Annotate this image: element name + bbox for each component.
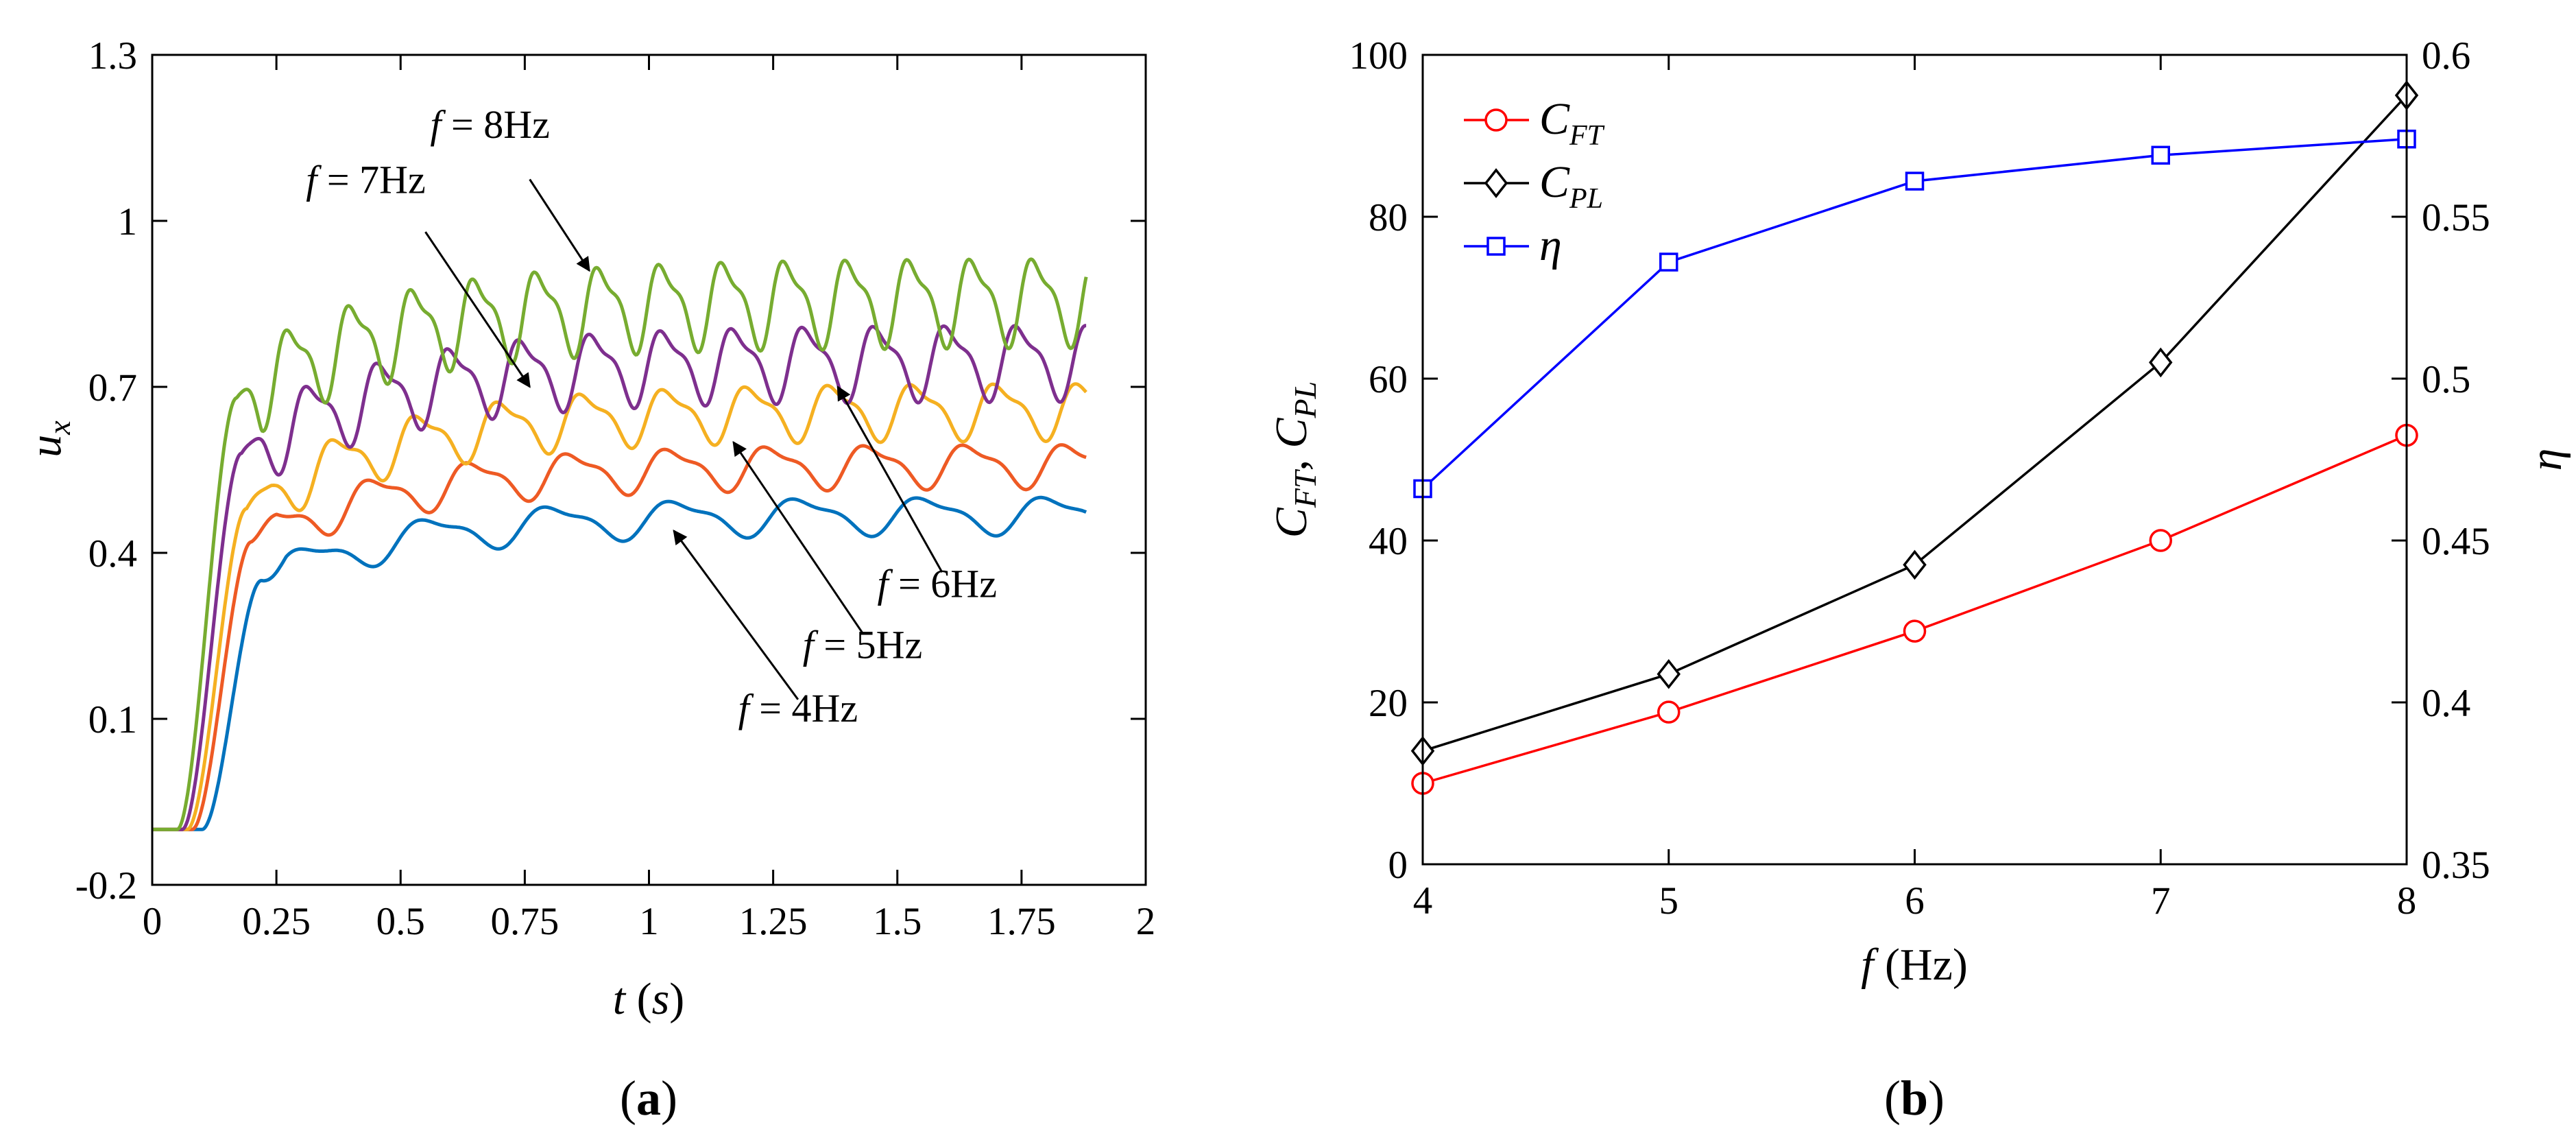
legend-marker <box>1486 237 1506 256</box>
legend-marker <box>1484 168 1508 198</box>
chart-a-ytick-label: 1 <box>118 200 138 244</box>
chart-a-ytick-label: 0.1 <box>88 698 137 741</box>
chart-a-annotation-label: f = 7Hz <box>306 158 425 202</box>
chart-a-annotation-arrow <box>673 530 799 700</box>
chart-b-data-point <box>1659 252 1678 272</box>
chart-a-xtick-label: 1.75 <box>987 900 1056 943</box>
chart-a-xtick-label: 1 <box>639 900 659 943</box>
chart-b-ytick-left-label: 60 <box>1369 358 1408 401</box>
chart-a-xtick-label: 0.75 <box>491 900 559 943</box>
chart-b-xtick-label: 7 <box>2151 879 2171 923</box>
chart-a-xtick-label: 0.5 <box>376 900 425 943</box>
chart-b-data-point <box>2149 347 2173 378</box>
chart-b-xtick-label: 5 <box>1659 879 1679 923</box>
chart-b-ytick-right-label: 0.6 <box>2422 34 2470 78</box>
chart-a-ylabel: ux <box>21 420 77 458</box>
chart-b-ylabel-right: η <box>2521 449 2571 471</box>
chart-a-annotation-arrow <box>732 440 864 634</box>
chart-b-ytick-left-label: 100 <box>1349 34 1408 78</box>
chart-b-ytick-right-label: 0.4 <box>2422 682 2470 725</box>
chart-a-annotation-arrow <box>424 231 531 388</box>
chart-b-series-group <box>1410 80 2419 795</box>
chart-b-ytick-left-label: 80 <box>1369 196 1408 239</box>
chart-b-data-point <box>1903 549 1927 580</box>
chart-a-plot-area <box>152 55 1146 885</box>
chart-a-ytick-label: 0.4 <box>88 532 137 575</box>
chart-b-xtick-label: 4 <box>1413 879 1433 923</box>
chart-a-ytick-label: -0.2 <box>75 864 137 907</box>
chart-b-data-point <box>1657 658 1681 689</box>
chart-a: 0 0.25 0.5 0.75 1 1.25 1.5 1.75 2 -0.2 0.1 0.4 0.7 1 1… <box>21 34 1155 1126</box>
chart-a-xtick-label: 2 <box>1136 900 1156 943</box>
chart-a-annotation-label: f = 6Hz <box>877 562 996 606</box>
chart-a-annotation-arrow <box>836 385 943 573</box>
chart-b-ytick-right-label: 0.35 <box>2422 844 2490 887</box>
chart-a-series-line <box>152 324 1087 831</box>
chart-a-series-line <box>152 443 1087 831</box>
chart-b-ytick-left-label: 0 <box>1388 844 1408 887</box>
chart-b-ytick-left-label: 40 <box>1369 520 1408 563</box>
chart-b-data-point <box>2151 145 2170 165</box>
legend-label: CPL <box>1539 157 1603 215</box>
chart-b-ytick-right-label: 0.55 <box>2422 196 2490 239</box>
chart-a-annotation-label: f = 4Hz <box>738 686 858 731</box>
chart-a-xlabel: t (s) <box>613 974 685 1024</box>
legend-marker <box>1484 108 1508 132</box>
chart-a-ticks: 0 0.25 0.5 0.75 1 1.25 1.5 1.75 2 -0.2 0.1 0.4 0.7 1 1… <box>75 34 1155 943</box>
chart-a-annotation-label: f = 8Hz <box>430 102 549 147</box>
chart-b-xtick-label: 6 <box>1905 879 1925 923</box>
chart-b-xlabel: f (Hz) <box>1861 940 1968 990</box>
chart-a-ytick-label: 0.7 <box>88 366 137 409</box>
chart-a-xtick-label: 0 <box>143 900 162 943</box>
chart-b-xtick-label: 8 <box>2397 879 2417 923</box>
chart-a-series-line <box>152 257 1088 831</box>
chart-b-data-point <box>1903 619 1927 643</box>
chart-a-annotation-label: f = 5Hz <box>803 622 922 667</box>
panel-a-label: (a) <box>620 1071 677 1126</box>
chart-a-series-line <box>152 495 1087 831</box>
chart-a-xtick-label: 1.25 <box>739 900 808 943</box>
chart-a-series-line <box>152 382 1087 831</box>
chart-a-series-group <box>152 257 1088 831</box>
chart-a-annotation-arrow <box>529 178 590 272</box>
chart-b-ylabel-left: CFT, CPL <box>1266 381 1323 538</box>
chart-a-xtick-label: 1.5 <box>873 900 922 943</box>
chart-a-xtick-label: 0.25 <box>242 900 311 943</box>
legend-label: CFT <box>1539 94 1605 152</box>
chart-b-ytick-left-label: 20 <box>1369 682 1408 725</box>
chart-a-ytick-label: 1.3 <box>88 34 137 78</box>
chart-b-data-point <box>2149 529 2172 552</box>
chart-b-data-point <box>1905 171 1925 191</box>
chart-b-data-point <box>1657 700 1681 724</box>
chart-b-ytick-right-label: 0.45 <box>2422 520 2490 563</box>
panel-b-label: (b) <box>1884 1071 1945 1126</box>
legend-label: η <box>1539 220 1562 270</box>
chart-b-ytick-right-label: 0.5 <box>2422 358 2470 401</box>
